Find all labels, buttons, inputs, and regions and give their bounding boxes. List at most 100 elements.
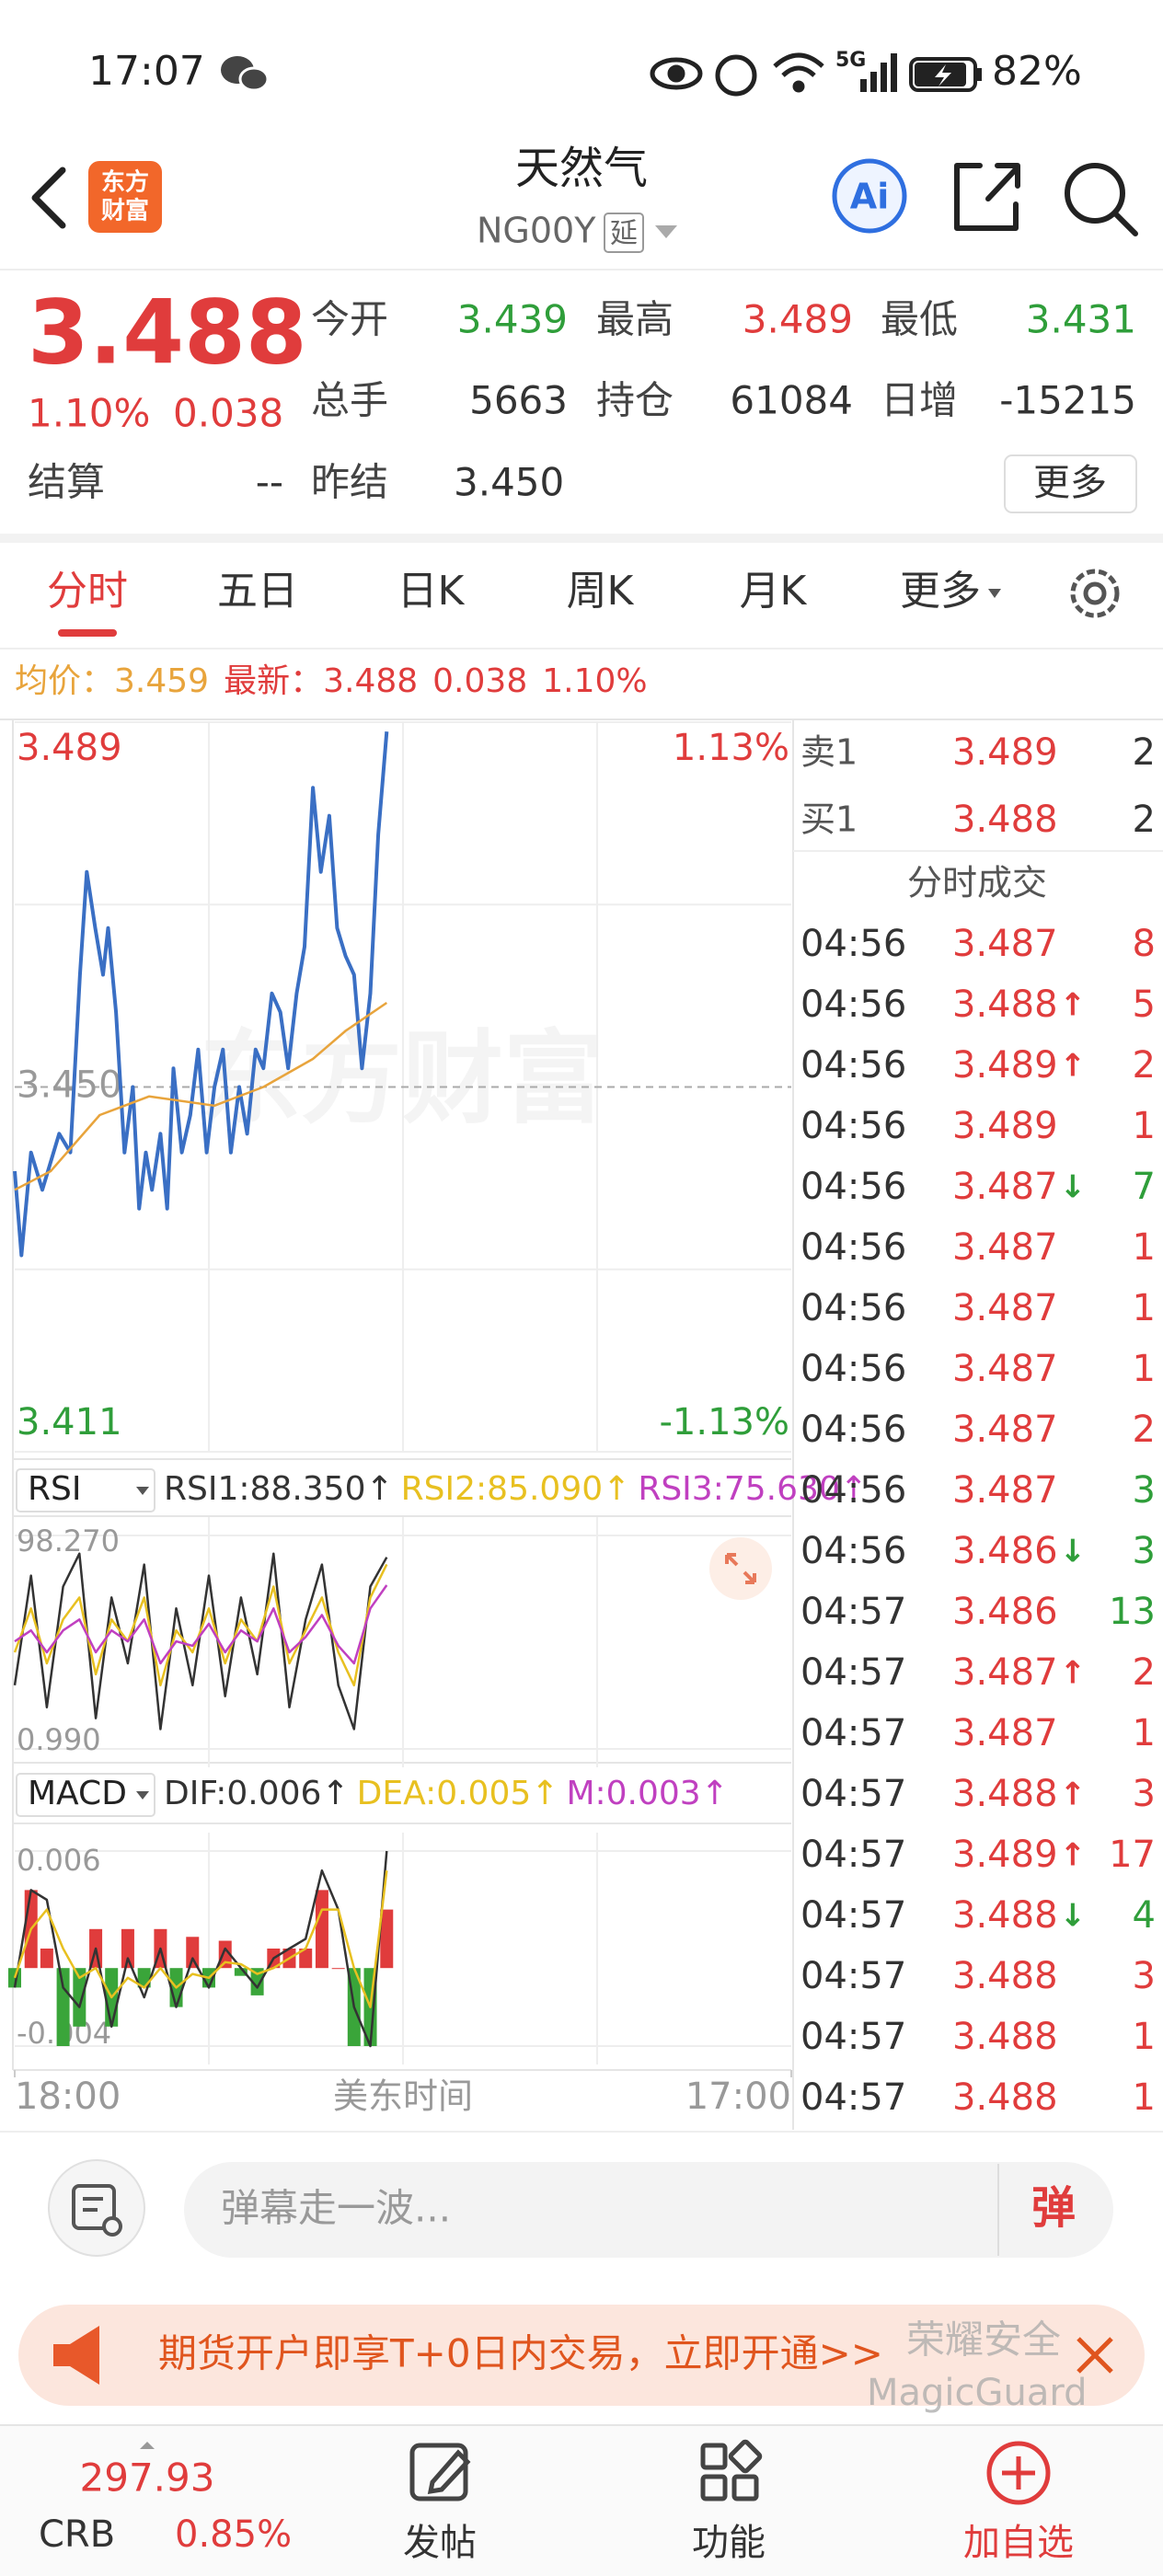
legend-entry: RSI3:75.630↑ xyxy=(638,1470,868,1508)
macd-bar xyxy=(331,1968,345,1970)
series-line xyxy=(13,731,389,1258)
quote-value: 61084 xyxy=(730,378,853,423)
system-watermark: 荣耀安全 xyxy=(906,2317,1061,2363)
trade-time: 04:56 xyxy=(800,1287,906,1329)
ai-label: Ai xyxy=(850,177,889,217)
nav-item[interactable]: 发帖 xyxy=(403,2522,477,2564)
app-logo xyxy=(88,161,162,233)
promo-banner[interactable] xyxy=(18,2305,1145,2406)
trade-volume: 1 xyxy=(1133,2076,1156,2119)
danmaku-button[interactable]: 弹 xyxy=(1031,2182,1076,2234)
trade-volume: 4 xyxy=(1133,1894,1156,1937)
tab[interactable]: 日K xyxy=(397,568,466,615)
more-button-label: 更多 xyxy=(1033,462,1107,504)
macd-bar xyxy=(234,1968,248,1976)
trade-direction: ↑ xyxy=(1060,1048,1087,1085)
search-button[interactable] xyxy=(1065,163,1138,236)
trade-volume: 3 xyxy=(1133,1773,1156,1815)
macd-bar xyxy=(250,1968,264,1995)
macd-bar xyxy=(218,1940,232,1969)
trade-time: 04:57 xyxy=(800,1712,906,1754)
ai-button[interactable] xyxy=(832,158,907,234)
y-tick-label: -1.13% xyxy=(659,1401,789,1443)
tab[interactable]: 五日 xyxy=(217,568,298,615)
macd-bar xyxy=(56,1968,70,2046)
trade-volume: 2 xyxy=(1133,1409,1156,1451)
back-button[interactable] xyxy=(31,167,66,229)
trade-price: 3.488 xyxy=(952,2076,1058,2119)
index-change: 0.85% xyxy=(175,2513,292,2556)
trade-price: 3.487 xyxy=(952,1166,1058,1208)
x-tick-label: 18:00 xyxy=(15,2076,121,2118)
banner-close[interactable] xyxy=(1077,2337,1113,2374)
trade-direction: ↓ xyxy=(1060,1169,1087,1206)
comment-placeholder: 弹幕走一波... xyxy=(221,2186,451,2231)
series-line xyxy=(13,1563,388,1687)
last-price: 3.488 xyxy=(28,281,307,384)
tab[interactable]: 分时 xyxy=(47,568,128,615)
trade-volume: 1 xyxy=(1133,1105,1156,1147)
trade-price: 3.486 xyxy=(952,1530,1058,1572)
index-name: CRB xyxy=(39,2513,115,2556)
indicator-selector[interactable] xyxy=(16,1773,155,1817)
trade-price: 3.488 xyxy=(952,1955,1058,1997)
trade-price: 3.489 xyxy=(952,1105,1058,1147)
trade-time: 04:56 xyxy=(800,1105,906,1147)
quote-label: 最高 xyxy=(596,297,674,342)
function-icon xyxy=(700,2439,763,2501)
comment-input[interactable] xyxy=(184,2162,1113,2258)
network-label: 5G xyxy=(835,49,866,72)
trade-price: 3.488 xyxy=(952,1773,1058,1815)
indicator-selector-label: RSI xyxy=(28,1470,81,1508)
order-book-label: 买1 xyxy=(800,799,858,840)
macd-bar xyxy=(299,1949,313,1969)
logo-text: 财富 xyxy=(101,197,149,225)
trade-time: 04:57 xyxy=(800,1894,906,1937)
section-gap xyxy=(0,534,1163,543)
delay-badge-text: 延 xyxy=(610,218,638,250)
index-value[interactable]: 297.93 xyxy=(80,2455,215,2501)
macd-bar xyxy=(186,1937,200,1969)
share-button[interactable] xyxy=(954,163,1020,231)
change-percent: 1.10% xyxy=(28,391,150,436)
tab[interactable]: 周K xyxy=(567,568,635,615)
dropdown-caret xyxy=(136,1791,149,1800)
post-icon xyxy=(409,2443,471,2501)
wechat-icon xyxy=(221,56,270,92)
y-tick-label: 98.270 xyxy=(17,1524,120,1558)
trade-time: 04:57 xyxy=(800,2016,906,2058)
trade-volume: 1 xyxy=(1133,1226,1156,1269)
nav-item[interactable]: 加自选 xyxy=(963,2522,1074,2564)
indicator-selector[interactable] xyxy=(16,1468,155,1512)
legend-entry: M:0.003↑ xyxy=(566,1775,728,1812)
trade-volume: 1 xyxy=(1133,2016,1156,2058)
system-watermark: MagicGuard xyxy=(867,2372,1088,2414)
tab[interactable]: 更多 xyxy=(900,568,981,615)
more-button[interactable] xyxy=(1004,454,1137,513)
dropdown-caret xyxy=(136,1487,149,1495)
trade-time: 04:56 xyxy=(800,983,906,1026)
battery-level: 82% xyxy=(992,48,1082,95)
order-book-volume: 2 xyxy=(1133,799,1156,841)
quote-label: 今开 xyxy=(311,297,388,342)
expand-button[interactable] xyxy=(709,1537,772,1600)
legend-entry: RSI2:85.090↑ xyxy=(401,1470,631,1508)
nav-item[interactable]: 功能 xyxy=(692,2522,766,2564)
quote-label: 结算 xyxy=(28,460,105,505)
quote-label: 最低 xyxy=(881,297,958,342)
tab[interactable]: 月K xyxy=(740,568,808,615)
y-tick-label: 0.006 xyxy=(17,1843,101,1878)
trade-price: 3.488 xyxy=(952,983,1058,1026)
info-text: 0.038 xyxy=(432,662,527,700)
info-text: 最新： xyxy=(224,662,323,700)
legend-entry: DIF:0.006↑ xyxy=(164,1775,350,1812)
settings-button[interactable] xyxy=(1070,569,1120,618)
trade-price: 3.487 xyxy=(952,1409,1058,1451)
wifi-icon xyxy=(773,52,824,93)
info-text: 3.488 xyxy=(323,662,418,700)
logo-text: 东方 xyxy=(101,168,149,197)
clock: 17:07 xyxy=(88,48,205,95)
tab-indicator xyxy=(58,629,117,637)
trade-time: 04:57 xyxy=(800,1955,906,1997)
